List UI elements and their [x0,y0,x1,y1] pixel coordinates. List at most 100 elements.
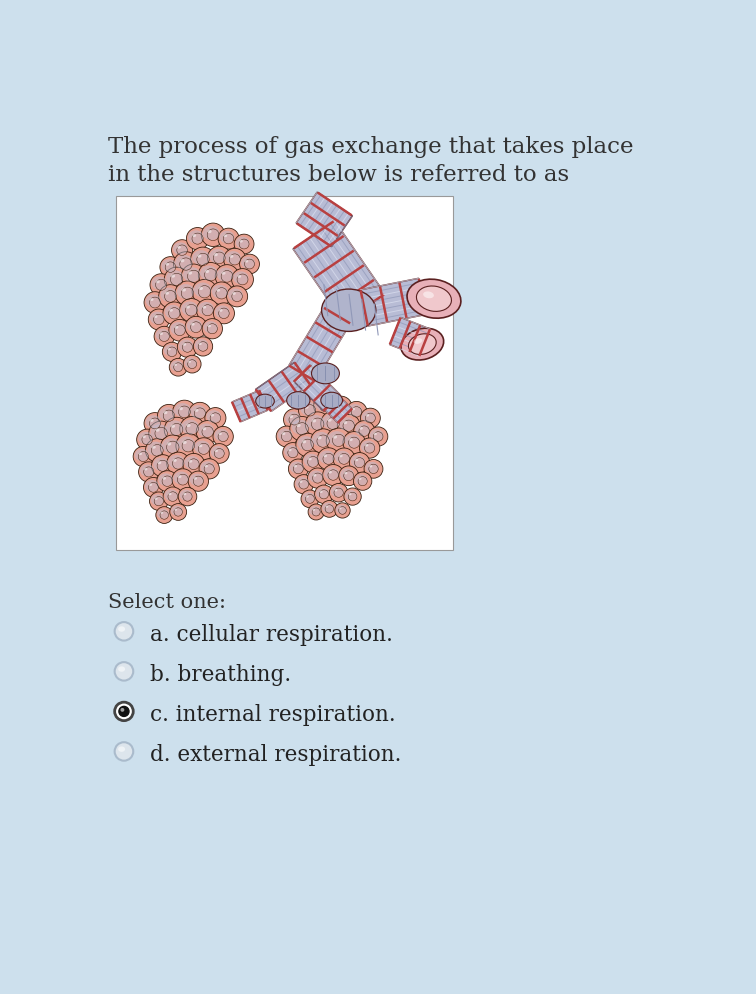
Ellipse shape [142,435,146,438]
Ellipse shape [194,282,212,297]
Circle shape [327,428,351,452]
Circle shape [170,504,187,520]
Ellipse shape [319,450,335,464]
Ellipse shape [290,461,304,473]
Ellipse shape [160,512,163,514]
Circle shape [197,420,219,443]
Ellipse shape [178,475,181,478]
Ellipse shape [407,279,461,318]
Ellipse shape [179,407,183,411]
Ellipse shape [181,419,199,434]
Circle shape [288,459,308,479]
Circle shape [192,279,217,304]
Ellipse shape [349,493,352,495]
Ellipse shape [222,271,225,274]
Circle shape [145,438,169,462]
Ellipse shape [160,287,177,301]
Ellipse shape [203,427,206,430]
Circle shape [218,229,239,249]
Ellipse shape [324,467,339,480]
Circle shape [364,459,383,478]
Ellipse shape [302,440,306,443]
Ellipse shape [174,471,189,484]
Ellipse shape [215,449,218,452]
Ellipse shape [296,423,301,427]
Polygon shape [294,365,340,411]
Ellipse shape [298,436,314,450]
Ellipse shape [138,431,153,444]
Circle shape [349,452,370,473]
Circle shape [154,326,175,347]
Ellipse shape [150,298,153,301]
Text: d. external respiration.: d. external respiration. [150,744,401,765]
Ellipse shape [336,403,339,406]
Circle shape [231,268,253,290]
Ellipse shape [215,305,230,318]
Bar [116,196,454,551]
Ellipse shape [173,458,177,462]
Ellipse shape [365,462,379,473]
Ellipse shape [171,506,183,516]
Ellipse shape [198,342,202,345]
Circle shape [120,708,124,712]
Ellipse shape [138,452,142,455]
Ellipse shape [163,411,168,414]
Ellipse shape [224,235,228,238]
Ellipse shape [159,473,173,486]
Circle shape [169,319,191,341]
Ellipse shape [145,480,159,492]
Circle shape [308,468,328,488]
Ellipse shape [187,319,202,332]
Ellipse shape [194,440,210,454]
Ellipse shape [309,506,321,516]
Ellipse shape [135,449,149,461]
Ellipse shape [118,666,125,672]
Ellipse shape [157,509,169,519]
Circle shape [185,316,207,338]
Ellipse shape [207,230,212,234]
Ellipse shape [316,487,329,498]
Ellipse shape [330,486,344,497]
Circle shape [193,437,215,460]
Ellipse shape [118,626,125,632]
Ellipse shape [408,334,436,355]
Circle shape [368,426,388,446]
Ellipse shape [191,406,206,418]
Ellipse shape [203,305,206,309]
Ellipse shape [166,262,169,265]
Circle shape [194,337,212,356]
Circle shape [144,413,166,434]
Polygon shape [256,363,310,412]
Ellipse shape [348,404,362,416]
Ellipse shape [152,276,167,290]
Circle shape [207,247,231,269]
Ellipse shape [322,503,334,513]
Text: b. breathing.: b. breathing. [150,664,291,686]
Ellipse shape [191,323,194,326]
Ellipse shape [198,423,214,437]
Ellipse shape [339,417,355,430]
Circle shape [115,622,133,640]
Circle shape [163,487,182,506]
Ellipse shape [144,468,147,470]
Ellipse shape [232,292,236,295]
Ellipse shape [203,226,219,240]
Ellipse shape [184,358,197,368]
Ellipse shape [349,438,353,441]
Ellipse shape [206,411,222,422]
Ellipse shape [200,265,218,280]
Ellipse shape [167,442,171,445]
Circle shape [197,299,218,321]
Circle shape [188,471,209,491]
Circle shape [305,412,330,436]
Ellipse shape [175,404,191,417]
Ellipse shape [352,408,355,411]
Ellipse shape [149,483,152,486]
Circle shape [138,462,159,482]
Ellipse shape [151,494,164,505]
Circle shape [178,487,197,506]
Circle shape [283,442,303,463]
Circle shape [335,503,350,518]
Circle shape [115,702,133,721]
Ellipse shape [152,445,156,448]
